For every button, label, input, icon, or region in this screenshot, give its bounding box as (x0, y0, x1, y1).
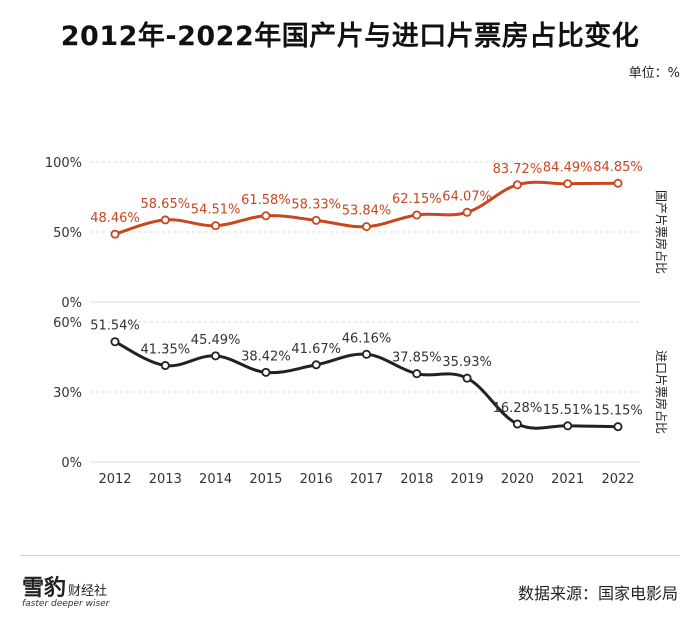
data-label-imported-2013: 41.35% (141, 343, 191, 358)
xtick-label-2014: 2014 (199, 472, 232, 487)
data-point-imported-2021 (563, 421, 573, 431)
data-point-domestic-2013 (160, 215, 170, 225)
data-point-domestic-2022 (613, 178, 623, 188)
xtick-label-2017: 2017 (350, 472, 383, 487)
series-side-label-domestic: 国产片票房占比 (654, 190, 669, 274)
data-label-domestic-2021: 84.49% (543, 161, 593, 176)
data-label-imported-2017: 46.16% (342, 331, 392, 346)
data-point-domestic-2020 (512, 180, 522, 190)
data-point-domestic-2019 (462, 207, 472, 217)
data-label-imported-2012: 51.54% (90, 319, 140, 334)
data-label-domestic-2015: 61.58% (241, 193, 291, 208)
data-point-imported-2012 (110, 337, 120, 347)
data-label-domestic-2012: 48.46% (90, 211, 140, 226)
data-point-domestic-2018 (412, 210, 422, 220)
data-point-imported-2020 (512, 419, 522, 429)
chart-canvas: 0%50%100%48.46%58.65% 54.51%61.58% 58.33% 5… (45, 156, 669, 487)
data-label-domestic-2013: 58.65% (141, 197, 191, 212)
brand-logo: 雪豹 财经社 faster deeper wiser (22, 570, 109, 609)
data-label-domestic-2020: 83.72% (493, 162, 543, 177)
data-label-imported-2021: 15.51% (543, 403, 593, 418)
data-label-imported-2019: 35.93% (442, 355, 492, 370)
footer-divider (20, 555, 680, 556)
data-point-imported-2013 (160, 361, 170, 371)
xtick-label-2012: 2012 (98, 472, 131, 487)
data-label-domestic-2019: 64.07% (442, 189, 492, 204)
ytick-label-domestic: 100% (45, 156, 82, 171)
data-point-imported-2014 (211, 351, 221, 361)
data-point-domestic-2021 (563, 179, 573, 189)
data-label-imported-2020: 16.28% (493, 401, 543, 416)
xtick-label-2018: 2018 (400, 472, 433, 487)
brand-name: 雪豹 (22, 575, 67, 601)
unit-label: 单位：% (628, 66, 680, 81)
data-label-imported-2014: 45.49% (191, 333, 241, 348)
data-point-imported-2022 (613, 422, 623, 432)
xtick-label-2016: 2016 (300, 472, 333, 487)
data-point-imported-2017 (361, 349, 371, 359)
data-label-domestic-2022: 84.85% (593, 160, 643, 175)
xtick-label-2015: 2015 (249, 472, 282, 487)
data-label-imported-2022: 15.15% (593, 404, 643, 419)
data-point-domestic-2016 (311, 215, 321, 225)
data-point-domestic-2017 (361, 222, 371, 232)
ytick-label-imported: 0% (61, 456, 82, 471)
data-point-domestic-2012 (110, 229, 120, 239)
series-side-label-imported: 进口片票房占比 (654, 350, 669, 434)
data-point-imported-2018 (412, 369, 422, 379)
brand-sub: 财经社 (68, 584, 108, 599)
xtick-label-2019: 2019 (451, 472, 484, 487)
xtick-label-2013: 2013 (149, 472, 182, 487)
data-label-domestic-2018: 62.15% (392, 192, 442, 207)
brand-tagline: faster deeper wiser (22, 599, 110, 609)
data-point-imported-2015 (261, 367, 271, 377)
data-label-imported-2018: 37.85% (392, 351, 442, 366)
xtick-label-2020: 2020 (501, 472, 534, 487)
data-point-imported-2016 (311, 360, 321, 370)
data-source: 数据来源：国家电影局 (517, 584, 678, 603)
ytick-label-domestic: 0% (61, 296, 82, 311)
xtick-label-2022: 2022 (601, 472, 634, 487)
ytick-label-imported: 30% (53, 386, 82, 401)
ytick-label-imported: 60% (53, 316, 82, 331)
chart-title: 2012年-2022年国产片与进口片票房占比变化 (60, 21, 640, 52)
data-point-domestic-2015 (261, 211, 271, 221)
data-label-domestic-2014: 54.51% (191, 203, 241, 218)
data-point-imported-2019 (462, 373, 472, 383)
data-label-imported-2015: 38.42% (241, 349, 291, 364)
xtick-label-2021: 2021 (551, 472, 584, 487)
data-label-imported-2016: 41.67% (291, 342, 341, 357)
data-point-domestic-2014 (211, 221, 221, 231)
data-label-domestic-2017: 53.84% (342, 204, 392, 219)
data-label-domestic-2016: 58.33% (291, 197, 341, 212)
ytick-label-domestic: 50% (53, 226, 82, 241)
